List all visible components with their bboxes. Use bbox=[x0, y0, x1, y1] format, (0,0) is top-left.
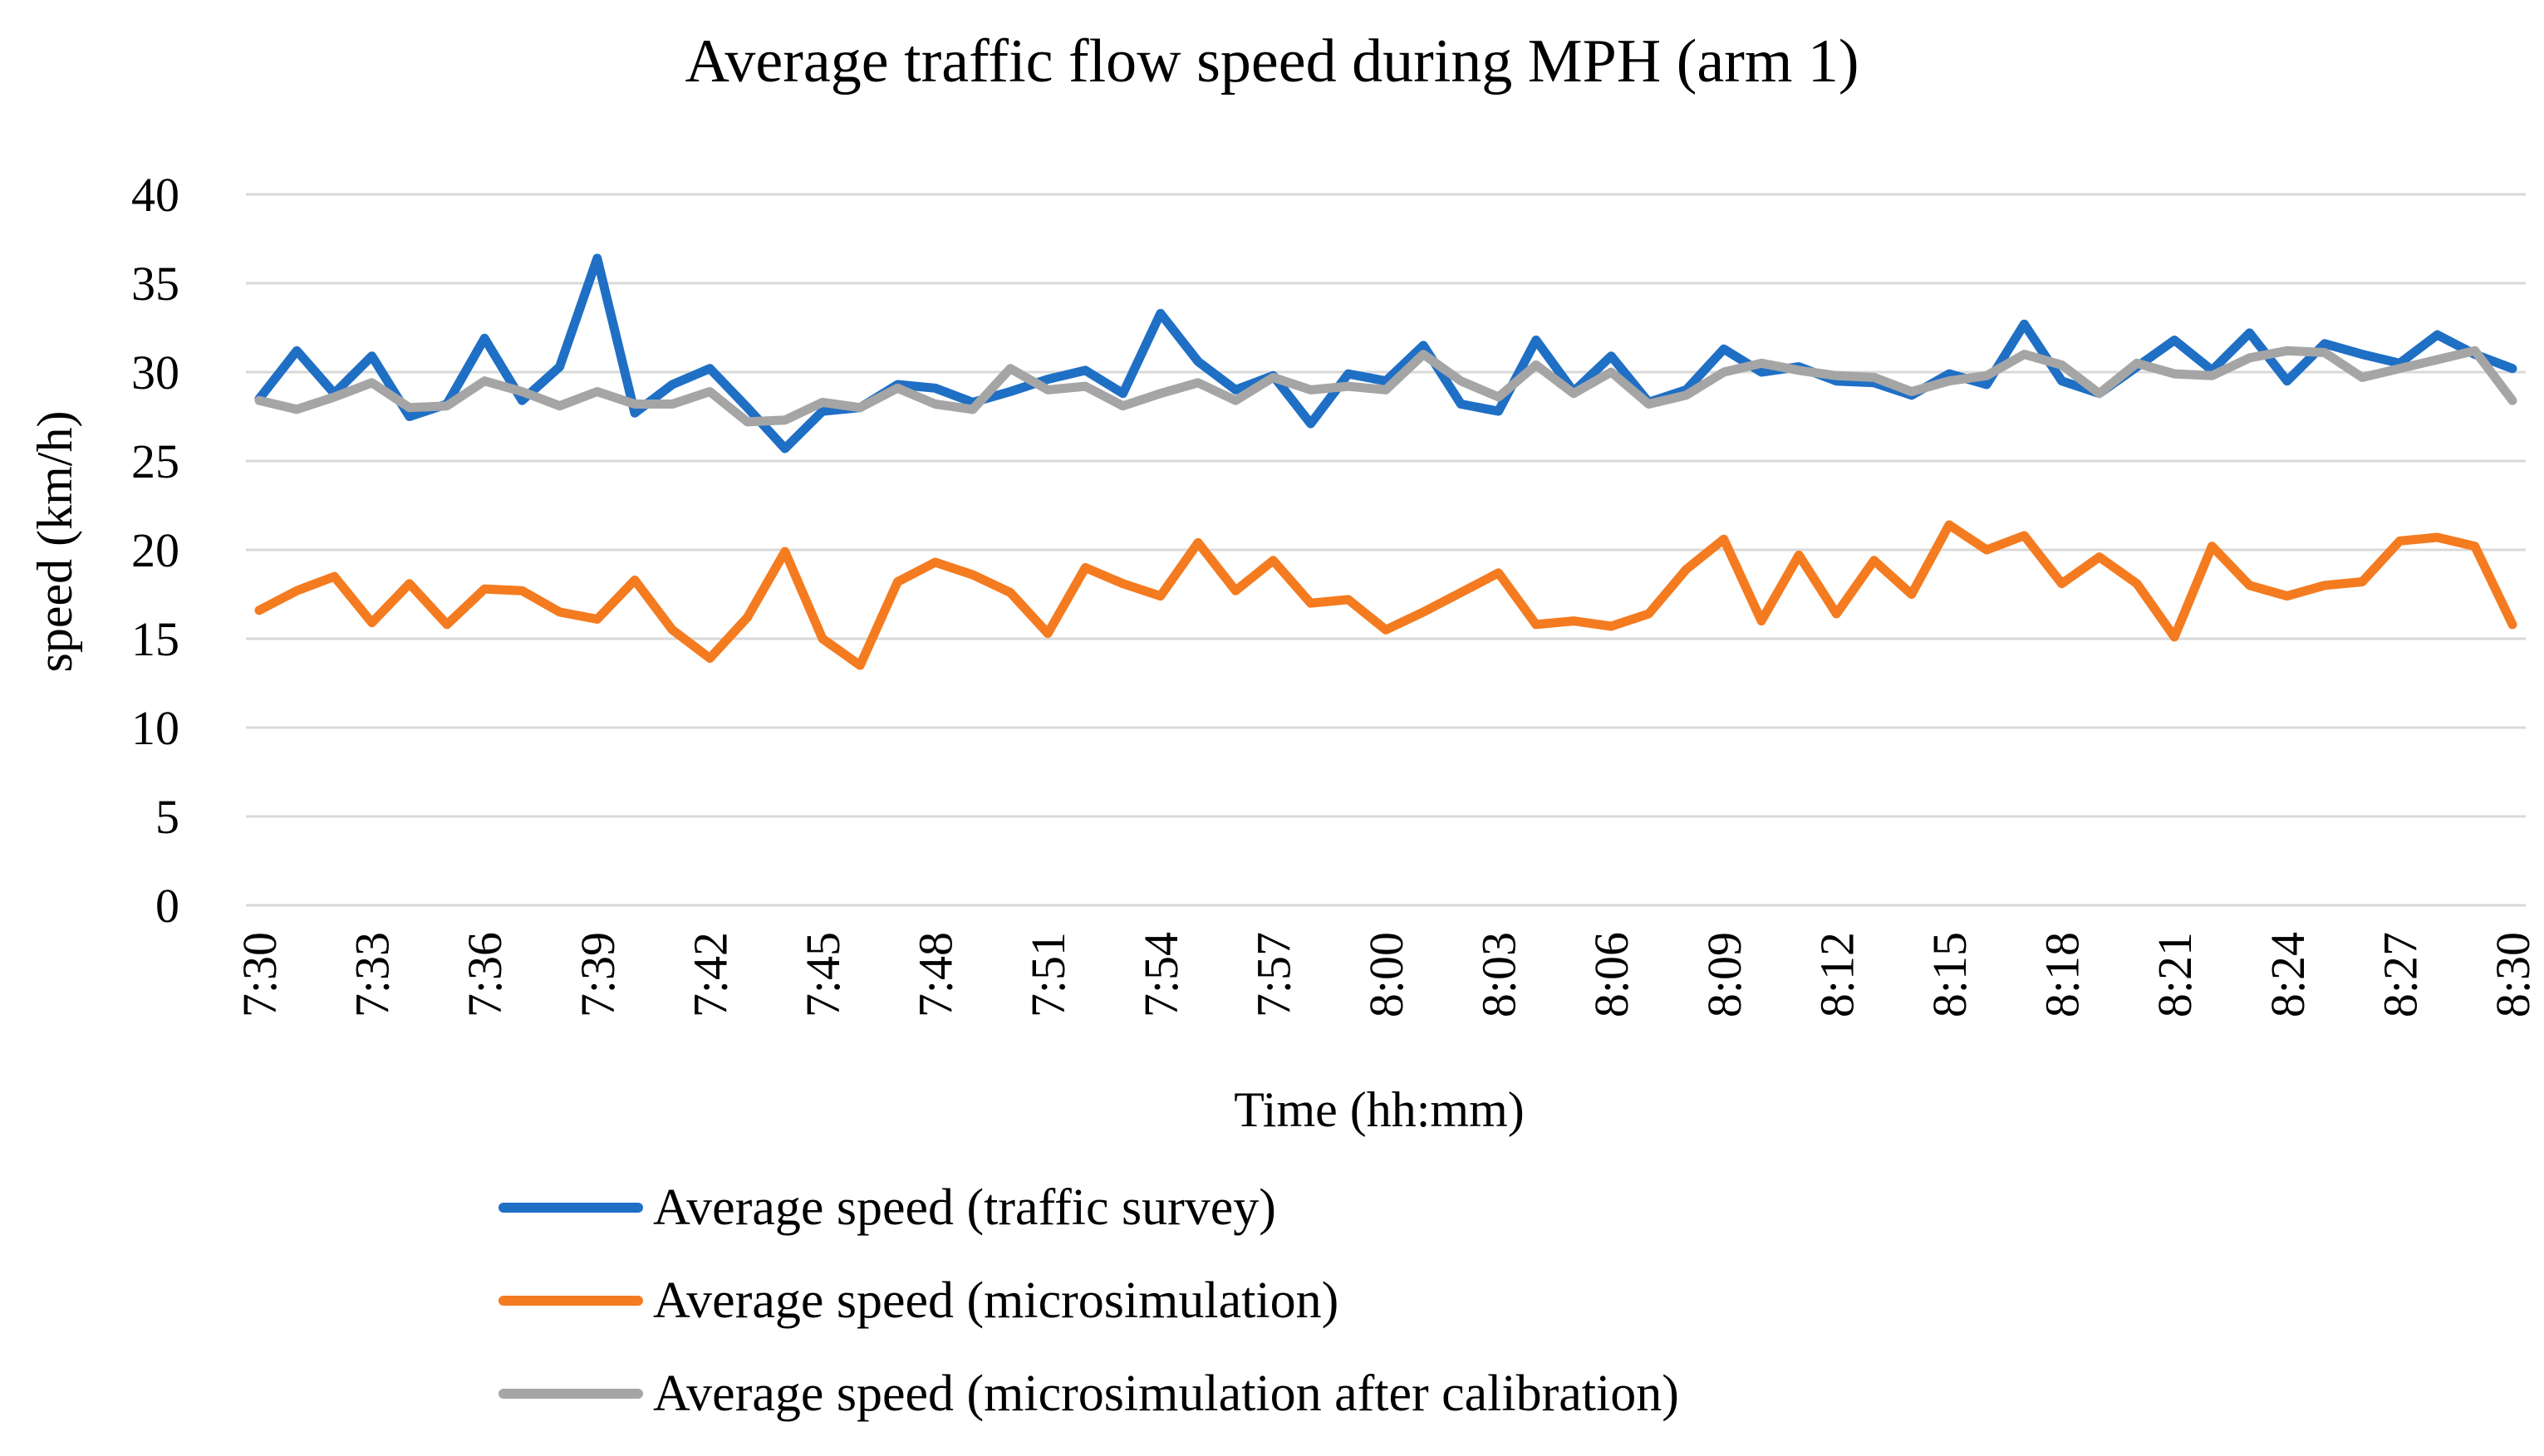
legend-item: Average speed (traffic survey) bbox=[498, 1179, 1276, 1236]
x-tick-label: 7:39 bbox=[571, 932, 625, 1017]
chart-title: Average traffic flow speed during MPH (a… bbox=[685, 27, 1859, 96]
y-tick-label: 15 bbox=[131, 612, 179, 666]
series-line-3 bbox=[254, 346, 2517, 427]
x-tick-label: 8:12 bbox=[1810, 932, 1864, 1017]
x-tick-label: 8:27 bbox=[2373, 932, 2427, 1017]
legend-item: Average speed (microsimulation after cal… bbox=[498, 1365, 1679, 1422]
y-tick-label: 35 bbox=[131, 257, 179, 311]
x-axis-ticks: 7:30 7:33 7:36 7:39 7:42 7:45 7:48 7:51 7:54 7:57… bbox=[233, 932, 2540, 1017]
x-tick-label: 8:24 bbox=[2261, 932, 2315, 1017]
series-lines bbox=[254, 253, 2517, 670]
y-tick-label: 5 bbox=[155, 790, 179, 844]
x-axis-label: Time (hh:mm) bbox=[1234, 1082, 1524, 1137]
legend-label: Average speed (microsimulation after cal… bbox=[653, 1365, 1679, 1422]
x-tick-label: 7:30 bbox=[233, 932, 287, 1017]
series-line-2 bbox=[254, 520, 2517, 670]
x-tick-label: 8:09 bbox=[1697, 932, 1751, 1017]
x-tick-label: 8:18 bbox=[2036, 932, 2090, 1017]
y-tick-label: 20 bbox=[131, 523, 179, 577]
x-tick-label: 8:30 bbox=[2486, 932, 2540, 1017]
x-tick-label: 7:54 bbox=[1134, 932, 1188, 1017]
x-tick-label: 7:36 bbox=[458, 932, 512, 1017]
legend-label: Average speed (traffic survey) bbox=[653, 1179, 1276, 1236]
y-tick-label: 10 bbox=[131, 701, 179, 755]
x-tick-label: 8:06 bbox=[1584, 932, 1638, 1017]
x-tick-label: 7:48 bbox=[909, 932, 963, 1017]
x-tick-label: 7:33 bbox=[346, 932, 400, 1017]
x-tick-label: 7:45 bbox=[796, 932, 850, 1017]
y-axis-ticks: 0 5 10 15 20 25 30 35 40 bbox=[131, 168, 179, 933]
y-tick-label: 0 bbox=[155, 879, 179, 933]
x-tick-label: 8:03 bbox=[1472, 932, 1526, 1017]
y-tick-label: 25 bbox=[131, 434, 179, 488]
x-tick-label: 8:15 bbox=[1923, 932, 1977, 1017]
series-line-1 bbox=[254, 253, 2517, 453]
y-axis-label: speed (km/h) bbox=[27, 411, 82, 673]
legend-label: Average speed (microsimulation) bbox=[653, 1272, 1338, 1329]
y-tick-label: 30 bbox=[131, 346, 179, 400]
x-tick-label: 8:21 bbox=[2148, 932, 2202, 1017]
legend-item: Average speed (microsimulation) bbox=[498, 1272, 1338, 1329]
x-tick-label: 7:42 bbox=[683, 932, 737, 1017]
x-tick-label: 8:00 bbox=[1359, 932, 1413, 1017]
x-tick-label: 7:57 bbox=[1246, 932, 1300, 1017]
y-tick-label: 40 bbox=[131, 168, 179, 222]
gridlines bbox=[246, 193, 2526, 907]
legend: Average speed (traffic survey) Average sp… bbox=[498, 1179, 1679, 1422]
x-tick-label: 7:51 bbox=[1021, 932, 1075, 1017]
